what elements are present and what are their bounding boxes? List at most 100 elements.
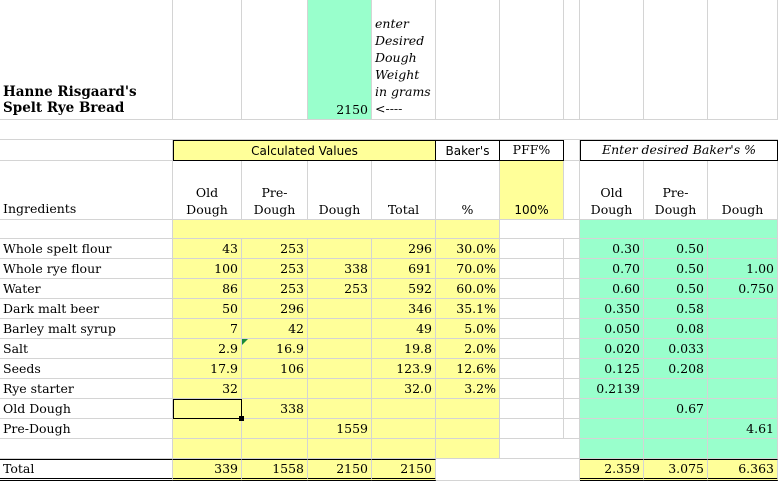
empty-cell[interactable]: [436, 0, 500, 120]
dough-value-cell[interactable]: 253: [308, 279, 372, 299]
total-row-label[interactable]: Total: [0, 459, 173, 481]
pre-dough-value-cell[interactable]: 106: [242, 359, 308, 379]
percent-value-cell[interactable]: 60.0%: [436, 279, 500, 299]
dough-value-cell[interactable]: [308, 379, 372, 399]
old-dough-header[interactable]: Old Dough: [173, 161, 242, 220]
empty-cell[interactable]: [564, 399, 580, 419]
enter-old-dough-value-cell[interactable]: [580, 399, 644, 419]
enter-old-dough-value-cell[interactable]: [580, 419, 644, 439]
empty-cell[interactable]: [242, 439, 308, 459]
empty-cell[interactable]: [436, 439, 500, 459]
pre-dough-value-cell[interactable]: 338: [242, 399, 308, 419]
total-value-cell[interactable]: 32.0: [372, 379, 436, 399]
empty-cell[interactable]: [580, 220, 778, 239]
empty-cell[interactable]: [436, 220, 500, 239]
ingredient-name-cell[interactable]: Rye starter: [0, 379, 173, 399]
empty-cell[interactable]: [644, 0, 708, 120]
enter-dough-value-cell[interactable]: [708, 319, 778, 339]
total-value-cell[interactable]: [372, 419, 436, 439]
pre-dough-value-cell[interactable]: 253: [242, 279, 308, 299]
enter-bakers-header[interactable]: Enter desired Baker's %: [580, 140, 778, 161]
empty-cell[interactable]: [0, 439, 173, 459]
enter-old-dough-header[interactable]: Old Dough: [580, 161, 644, 220]
empty-cell[interactable]: [308, 439, 372, 459]
empty-cell[interactable]: [564, 161, 580, 220]
percent-value-cell[interactable]: 35.1%: [436, 299, 500, 319]
recipe-title-cell[interactable]: Hanne Risgaard's Spelt Rye Bread: [0, 0, 173, 120]
total-dough[interactable]: 2150: [308, 459, 372, 481]
enter-dough-value-cell[interactable]: 0.750: [708, 279, 778, 299]
total-value-cell[interactable]: 49: [372, 319, 436, 339]
desired-weight-note[interactable]: enter Desired Dough Weight in grams <----: [372, 0, 436, 120]
ingredient-name-cell[interactable]: Dark malt beer: [0, 299, 173, 319]
dough-value-cell[interactable]: 338: [308, 259, 372, 279]
enter-pre-dough-value-cell[interactable]: 0.67: [644, 399, 708, 419]
empty-cell[interactable]: [580, 439, 644, 459]
empty-cell[interactable]: [500, 0, 564, 120]
old-dough-value-cell[interactable]: 17.9: [173, 359, 242, 379]
total-value-cell[interactable]: 691: [372, 259, 436, 279]
enter-dough-value-cell[interactable]: [708, 399, 778, 419]
enter-pre-dough-value-cell[interactable]: 0.50: [644, 239, 708, 259]
old-dough-value-cell[interactable]: 7: [173, 319, 242, 339]
ingredient-name-cell[interactable]: Whole spelt flour: [0, 239, 173, 259]
enter-pre-dough-value-cell[interactable]: 0.08: [644, 319, 708, 339]
enter-dough-value-cell[interactable]: [708, 299, 778, 319]
enter-pre-dough-value-cell[interactable]: 0.50: [644, 279, 708, 299]
total-header[interactable]: Total: [372, 161, 436, 220]
enter-pre-dough-value-cell[interactable]: [644, 419, 708, 439]
bakers-header[interactable]: Baker's: [436, 140, 500, 161]
enter-old-dough-value-cell[interactable]: 0.70: [580, 259, 644, 279]
pff-value-cell[interactable]: 100%: [500, 161, 564, 220]
enter-old-dough-value-cell[interactable]: 0.60: [580, 279, 644, 299]
selected-cell-outline[interactable]: [173, 399, 244, 421]
empty-cell[interactable]: [500, 439, 580, 459]
old-dough-value-cell[interactable]: 2.9: [173, 339, 242, 359]
enter-pre-dough-value-cell[interactable]: 0.033: [644, 339, 708, 359]
empty-cell[interactable]: [500, 379, 564, 399]
total-enter-dough[interactable]: 6.363: [708, 459, 778, 481]
percent-value-cell[interactable]: 3.2%: [436, 379, 500, 399]
pre-dough-value-cell[interactable]: 253: [242, 259, 308, 279]
empty-cell[interactable]: [564, 359, 580, 379]
old-dough-value-cell[interactable]: 43: [173, 239, 242, 259]
dough-header[interactable]: Dough: [308, 161, 372, 220]
total-total[interactable]: 2150: [372, 459, 436, 481]
percent-value-cell[interactable]: 5.0%: [436, 319, 500, 339]
empty-cell[interactable]: [500, 259, 564, 279]
old-dough-value-cell[interactable]: [173, 419, 242, 439]
pre-dough-header[interactable]: Pre- Dough: [242, 161, 308, 220]
pre-dough-value-cell[interactable]: 16.9: [242, 339, 308, 359]
total-enter-pre-dough[interactable]: 3.075: [644, 459, 708, 481]
percent-value-cell[interactable]: 2.0%: [436, 339, 500, 359]
enter-dough-value-cell[interactable]: [708, 359, 778, 379]
empty-cell[interactable]: [500, 239, 564, 259]
empty-cell[interactable]: [564, 339, 580, 359]
pre-dough-value-cell[interactable]: 296: [242, 299, 308, 319]
ingredient-name-cell[interactable]: Seeds: [0, 359, 173, 379]
empty-cell[interactable]: [564, 299, 580, 319]
old-dough-value-cell[interactable]: 32: [173, 379, 242, 399]
ingredients-header[interactable]: Ingredients: [0, 161, 173, 220]
enter-pre-dough-value-cell[interactable]: [644, 379, 708, 399]
enter-old-dough-value-cell[interactable]: 0.020: [580, 339, 644, 359]
dough-value-cell[interactable]: [308, 399, 372, 419]
pre-dough-value-cell[interactable]: 42: [242, 319, 308, 339]
percent-header[interactable]: %: [436, 161, 500, 220]
dough-value-cell[interactable]: [308, 299, 372, 319]
enter-pre-dough-value-cell[interactable]: 0.50: [644, 259, 708, 279]
ingredient-name-cell[interactable]: Whole rye flour: [0, 259, 173, 279]
empty-cell[interactable]: [564, 319, 580, 339]
empty-cell[interactable]: [564, 239, 580, 259]
pre-dough-value-cell[interactable]: 253: [242, 239, 308, 259]
fill-handle[interactable]: [239, 416, 244, 421]
empty-cell[interactable]: [564, 259, 580, 279]
empty-cell[interactable]: [708, 0, 778, 120]
ingredient-name-cell[interactable]: Pre-Dough: [0, 419, 173, 439]
empty-cell[interactable]: [173, 220, 436, 239]
empty-cell[interactable]: [564, 379, 580, 399]
total-pre-dough[interactable]: 1558: [242, 459, 308, 481]
total-value-cell[interactable]: 296: [372, 239, 436, 259]
empty-cell[interactable]: [242, 0, 308, 120]
empty-cell[interactable]: [436, 459, 580, 481]
